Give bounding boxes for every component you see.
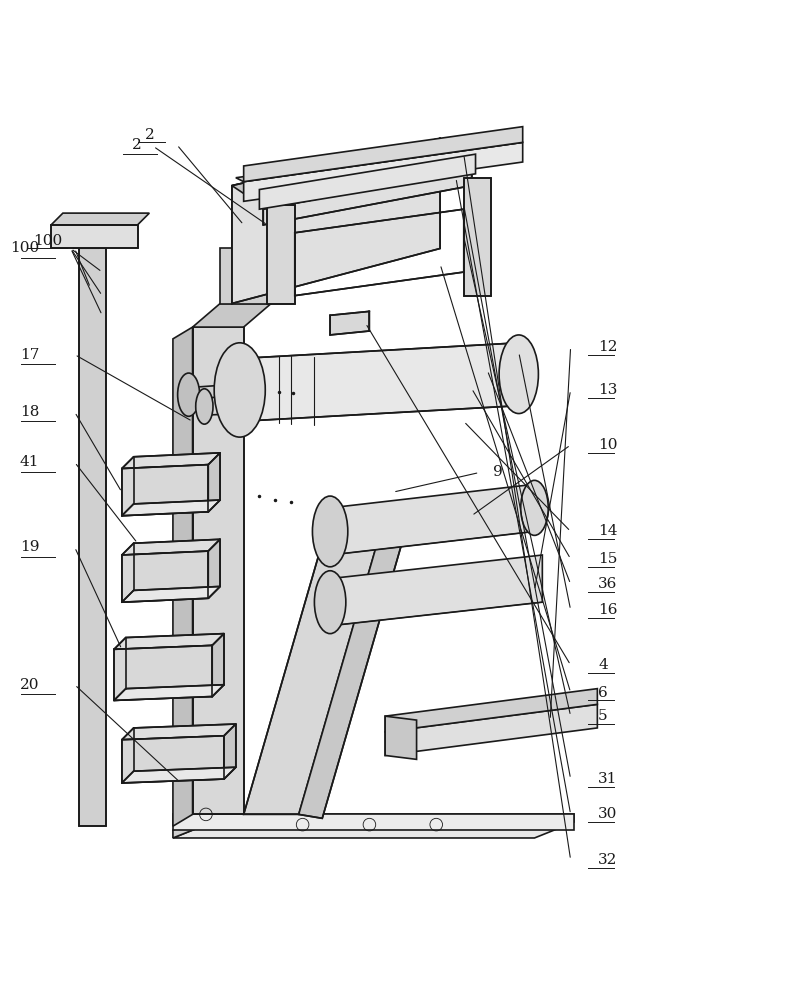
Polygon shape [122, 724, 236, 740]
Polygon shape [244, 127, 523, 182]
Polygon shape [51, 213, 149, 225]
Polygon shape [208, 453, 220, 512]
Polygon shape [385, 689, 597, 732]
Polygon shape [330, 555, 542, 626]
Polygon shape [173, 822, 574, 838]
Polygon shape [330, 484, 534, 555]
Polygon shape [193, 327, 244, 814]
Ellipse shape [314, 571, 346, 634]
Polygon shape [193, 304, 271, 327]
Polygon shape [259, 154, 476, 209]
Ellipse shape [196, 389, 213, 424]
Text: 100: 100 [33, 234, 62, 248]
Polygon shape [240, 343, 519, 421]
Text: 100: 100 [10, 241, 39, 255]
Polygon shape [212, 634, 224, 696]
Polygon shape [252, 343, 519, 390]
Text: 10: 10 [598, 438, 618, 452]
Text: 31: 31 [598, 772, 618, 786]
Polygon shape [385, 704, 597, 755]
Ellipse shape [499, 335, 538, 414]
Ellipse shape [178, 373, 200, 416]
Text: 41: 41 [20, 455, 39, 469]
Polygon shape [244, 142, 523, 201]
Polygon shape [267, 205, 295, 304]
Ellipse shape [313, 496, 348, 567]
Polygon shape [173, 814, 212, 838]
Polygon shape [122, 586, 220, 602]
Polygon shape [114, 685, 224, 700]
Polygon shape [51, 225, 138, 248]
Polygon shape [122, 551, 208, 602]
Polygon shape [236, 138, 523, 182]
Polygon shape [122, 453, 220, 469]
Polygon shape [263, 170, 472, 225]
Polygon shape [173, 327, 193, 826]
Polygon shape [122, 736, 224, 783]
Text: 36: 36 [598, 577, 618, 591]
Text: 16: 16 [598, 603, 618, 617]
Polygon shape [173, 814, 574, 830]
Text: 12: 12 [598, 340, 618, 354]
Text: 9: 9 [493, 465, 502, 479]
Text: 6: 6 [598, 686, 608, 700]
Polygon shape [122, 539, 220, 555]
Polygon shape [122, 767, 236, 783]
Text: 2: 2 [145, 128, 154, 142]
Polygon shape [208, 539, 220, 598]
Polygon shape [330, 311, 369, 335]
Polygon shape [299, 516, 409, 818]
Polygon shape [114, 645, 212, 700]
Polygon shape [464, 178, 491, 296]
Text: 15: 15 [598, 552, 618, 566]
Text: 18: 18 [20, 405, 39, 419]
Polygon shape [232, 138, 452, 193]
Polygon shape [385, 716, 417, 759]
Polygon shape [189, 384, 244, 402]
Ellipse shape [521, 480, 549, 535]
Polygon shape [79, 248, 106, 826]
Polygon shape [244, 516, 385, 814]
Ellipse shape [214, 343, 266, 437]
Polygon shape [204, 396, 244, 415]
Text: 2: 2 [132, 138, 141, 152]
Text: 14: 14 [598, 524, 618, 538]
Text: 4: 4 [598, 658, 608, 672]
Text: 20: 20 [20, 678, 39, 692]
Text: 5: 5 [598, 709, 608, 723]
Polygon shape [122, 465, 208, 516]
Polygon shape [114, 634, 224, 649]
Text: 30: 30 [598, 807, 618, 821]
Text: 17: 17 [20, 348, 39, 362]
Polygon shape [212, 814, 574, 822]
Polygon shape [122, 500, 220, 516]
Polygon shape [220, 248, 271, 304]
Text: 19: 19 [20, 540, 39, 554]
Polygon shape [224, 724, 236, 779]
Text: 13: 13 [598, 383, 618, 397]
Text: 32: 32 [598, 853, 618, 867]
Polygon shape [232, 138, 440, 304]
